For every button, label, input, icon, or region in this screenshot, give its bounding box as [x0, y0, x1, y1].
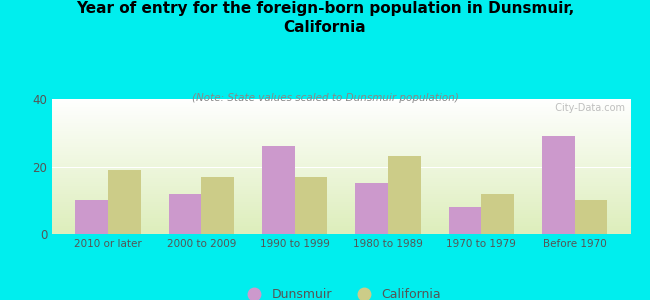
Bar [575, 200, 607, 234]
Text: City-Data.com: City-Data.com [549, 103, 625, 113]
Bar [108, 170, 140, 234]
Bar [448, 207, 481, 234]
Text: Year of entry for the foreign-born population in Dunsmuir,
California: Year of entry for the foreign-born popul… [76, 2, 574, 35]
Bar [481, 194, 514, 234]
Bar [294, 177, 327, 234]
Legend: Dunsmuir, California: Dunsmuir, California [237, 283, 446, 300]
Bar [388, 156, 421, 234]
Bar [542, 136, 575, 234]
Bar [202, 177, 234, 234]
Bar [356, 183, 388, 234]
Bar [262, 146, 294, 234]
Text: (Note: State values scaled to Dunsmuir population): (Note: State values scaled to Dunsmuir p… [192, 93, 458, 103]
Bar [168, 194, 202, 234]
Bar [75, 200, 108, 234]
